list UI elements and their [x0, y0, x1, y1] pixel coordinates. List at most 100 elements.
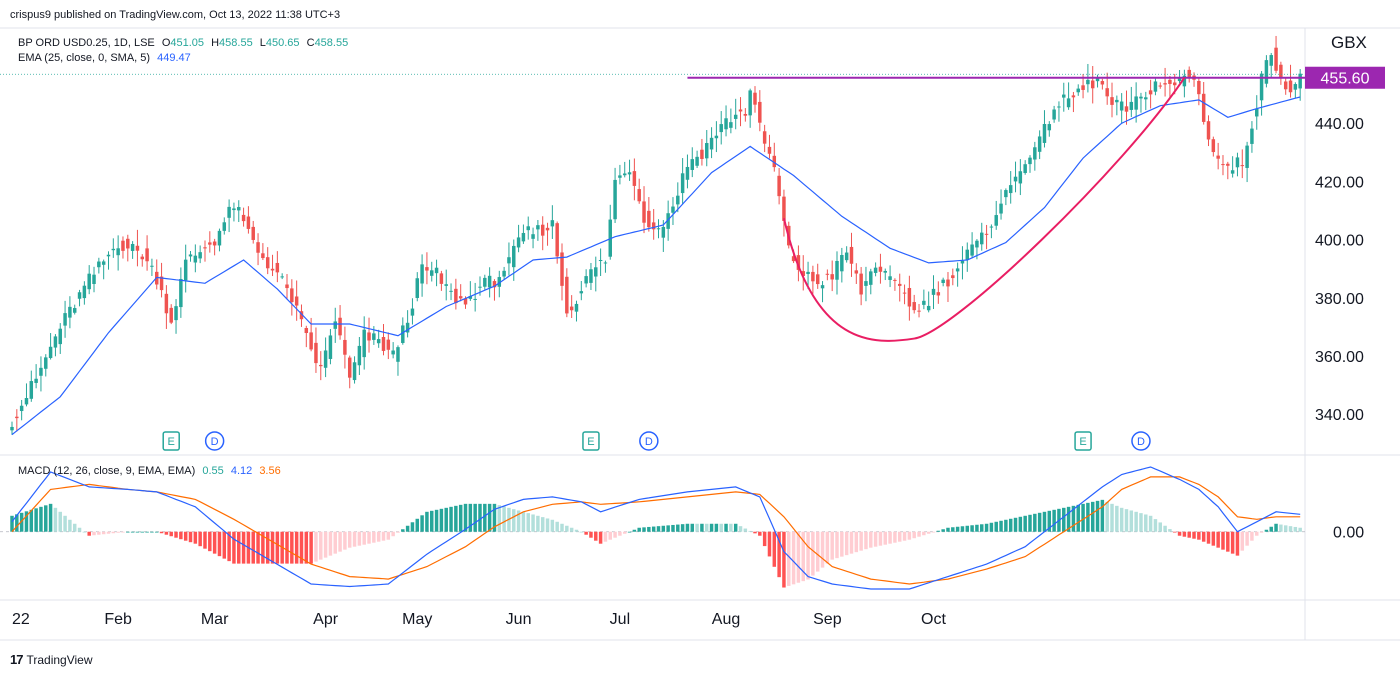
candle-body — [372, 333, 376, 340]
macd-histogram-bar — [796, 531, 801, 583]
macd-histogram-bar — [1115, 505, 1119, 532]
candle-body — [1004, 190, 1008, 198]
macd-histogram-bar — [261, 531, 265, 564]
candle-body — [758, 101, 762, 123]
high-value: 458.55 — [219, 37, 253, 49]
time-tick-label: 22 — [12, 611, 30, 628]
candle-body — [227, 206, 231, 218]
candle-body — [323, 350, 328, 368]
macd-histogram-bar — [743, 528, 748, 532]
macd-histogram-bar — [555, 521, 559, 532]
candle-body — [1047, 124, 1052, 131]
candle-body — [376, 339, 381, 344]
candle-body — [1255, 108, 1259, 117]
candle-body — [1033, 147, 1037, 160]
macd-histogram-bar — [840, 531, 844, 557]
candle-body — [835, 260, 839, 280]
candle-body — [478, 286, 482, 288]
macd-histogram-bar — [893, 531, 897, 543]
candle-body — [888, 276, 892, 280]
macd-histogram-bar — [135, 531, 140, 533]
tradingview-logo[interactable]: 17 TradingView — [10, 652, 93, 667]
time-tick-label: Sep — [813, 611, 842, 628]
candle-body — [666, 213, 670, 229]
macd-histogram-bar — [1100, 499, 1105, 532]
macd-histogram-bar — [121, 531, 125, 533]
macd-histogram-bar — [777, 531, 781, 578]
macd-histogram-bar — [183, 531, 188, 541]
macd-histogram-bar — [1269, 526, 1273, 532]
candle-body — [463, 298, 468, 305]
macd-histogram-bar — [10, 515, 14, 532]
macd-histogram-bar — [468, 503, 473, 532]
candle-body — [386, 339, 391, 350]
candle-body — [193, 255, 198, 263]
candle-body — [174, 306, 178, 321]
candle-body — [328, 335, 333, 359]
macd-histogram-bar — [1119, 507, 1124, 532]
candle-body — [1235, 157, 1240, 168]
macd-histogram-bar — [651, 526, 656, 532]
candle-body — [1071, 95, 1076, 98]
candle-body — [1100, 81, 1105, 85]
macd-histogram-bar — [87, 531, 91, 536]
macd-histogram-bar — [1110, 503, 1114, 532]
time-tick-label: Feb — [104, 611, 132, 628]
candle-body — [203, 247, 207, 249]
candle-body — [1206, 121, 1211, 140]
open-label: O — [161, 37, 171, 49]
macd-histogram-bar — [772, 531, 777, 567]
candle-body — [135, 245, 140, 251]
macd-histogram-bar — [1240, 531, 1245, 551]
macd-histogram-bar — [854, 531, 859, 553]
macd-histogram-bar — [1245, 531, 1249, 546]
macd-histogram-bar — [984, 523, 989, 532]
macd-histogram-bar — [589, 531, 593, 538]
macd-histogram-bar — [1230, 531, 1235, 554]
candle-body — [1119, 101, 1124, 111]
dividend-marker-label: D — [1137, 436, 1145, 448]
macd-histogram-bar — [1226, 531, 1230, 552]
candle-body — [164, 293, 169, 314]
macd-histogram-bar — [53, 507, 58, 532]
candle-body — [58, 328, 62, 345]
candle-body — [893, 279, 897, 281]
candle-body — [531, 234, 535, 239]
candle-body — [217, 230, 222, 246]
candle-body — [917, 310, 921, 312]
earnings-marker-label: E — [168, 436, 175, 448]
macd-histogram-bar — [164, 531, 169, 535]
macd-histogram-bar — [227, 531, 231, 562]
candle-body — [922, 300, 926, 305]
macd-histogram-bar — [782, 531, 786, 588]
macd-histogram-bar — [994, 521, 998, 532]
candle-body — [150, 265, 154, 267]
macd-histogram-bar — [999, 520, 1003, 532]
candle-body — [526, 226, 530, 231]
candle-body — [1086, 79, 1090, 85]
candle-body — [77, 292, 82, 299]
macd-legend[interactable]: MACD (12, 26, close, 9, EMA, EMA) 0.55 4… — [18, 465, 285, 477]
earnings-marker — [1074, 431, 1092, 451]
ema-legend[interactable]: EMA (25, close, 0, SMA, 5) 449.47 — [18, 52, 195, 64]
candle-body — [270, 268, 275, 271]
candle-body — [1226, 163, 1230, 166]
candle-body — [1187, 69, 1191, 78]
macd-histogram-bar — [613, 531, 617, 538]
candle-body — [820, 285, 825, 289]
candle-body — [709, 137, 714, 150]
candle-body — [159, 276, 164, 291]
candle-body — [777, 175, 781, 197]
candle-body — [222, 222, 227, 231]
macd-histogram-bar — [801, 531, 805, 582]
macd-histogram-bar — [434, 509, 439, 532]
candle-body — [560, 252, 564, 286]
symbol-label[interactable]: BP ORD USD0.25, 1D, LSE — [18, 37, 155, 49]
candle-body — [1023, 164, 1027, 173]
macd-histogram-bar — [685, 523, 690, 532]
macd-histogram-bar — [1163, 525, 1167, 532]
candle-body — [34, 378, 38, 383]
macd-histogram-bar — [980, 524, 984, 532]
candle-body — [695, 156, 699, 166]
